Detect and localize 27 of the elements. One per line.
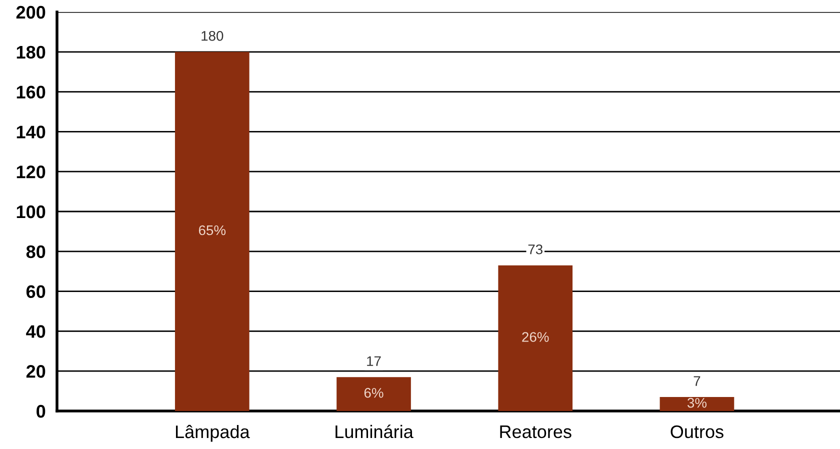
data-label: 17 bbox=[367, 356, 381, 366]
annotation: 3% bbox=[687, 398, 707, 408]
y-tick-label: 120 bbox=[16, 166, 46, 178]
annotation: 65% bbox=[198, 225, 226, 236]
data-label: 7 bbox=[694, 376, 700, 386]
y-tick-label: 20 bbox=[26, 365, 46, 378]
bar bbox=[174, 52, 250, 411]
x-tick-label: Reatores bbox=[500, 426, 572, 438]
x-tick-label: Outros bbox=[670, 425, 724, 438]
annotation: 6% bbox=[364, 388, 384, 398]
y-tick-label: 0 bbox=[36, 404, 46, 418]
y-tick-label: 60 bbox=[26, 285, 46, 298]
y-tick-label: 40 bbox=[26, 325, 46, 338]
annotation: 26% bbox=[522, 332, 549, 342]
y-tick-label: 80 bbox=[26, 245, 46, 258]
bar bbox=[336, 377, 411, 411]
bar bbox=[660, 397, 734, 411]
y-tick-label: 140 bbox=[16, 126, 46, 138]
x-tick-label: Lâmpada bbox=[176, 424, 250, 442]
bar bbox=[498, 265, 573, 411]
y-tick-label: 200 bbox=[16, 6, 46, 19]
y-tick-label: 100 bbox=[16, 205, 46, 218]
y-tick-label: 180 bbox=[16, 46, 46, 59]
data-label: 180 bbox=[202, 30, 224, 41]
y-tick-label: 160 bbox=[16, 86, 46, 99]
data-label: 73 bbox=[528, 244, 542, 254]
x-tick-label: Luminária bbox=[336, 424, 414, 438]
